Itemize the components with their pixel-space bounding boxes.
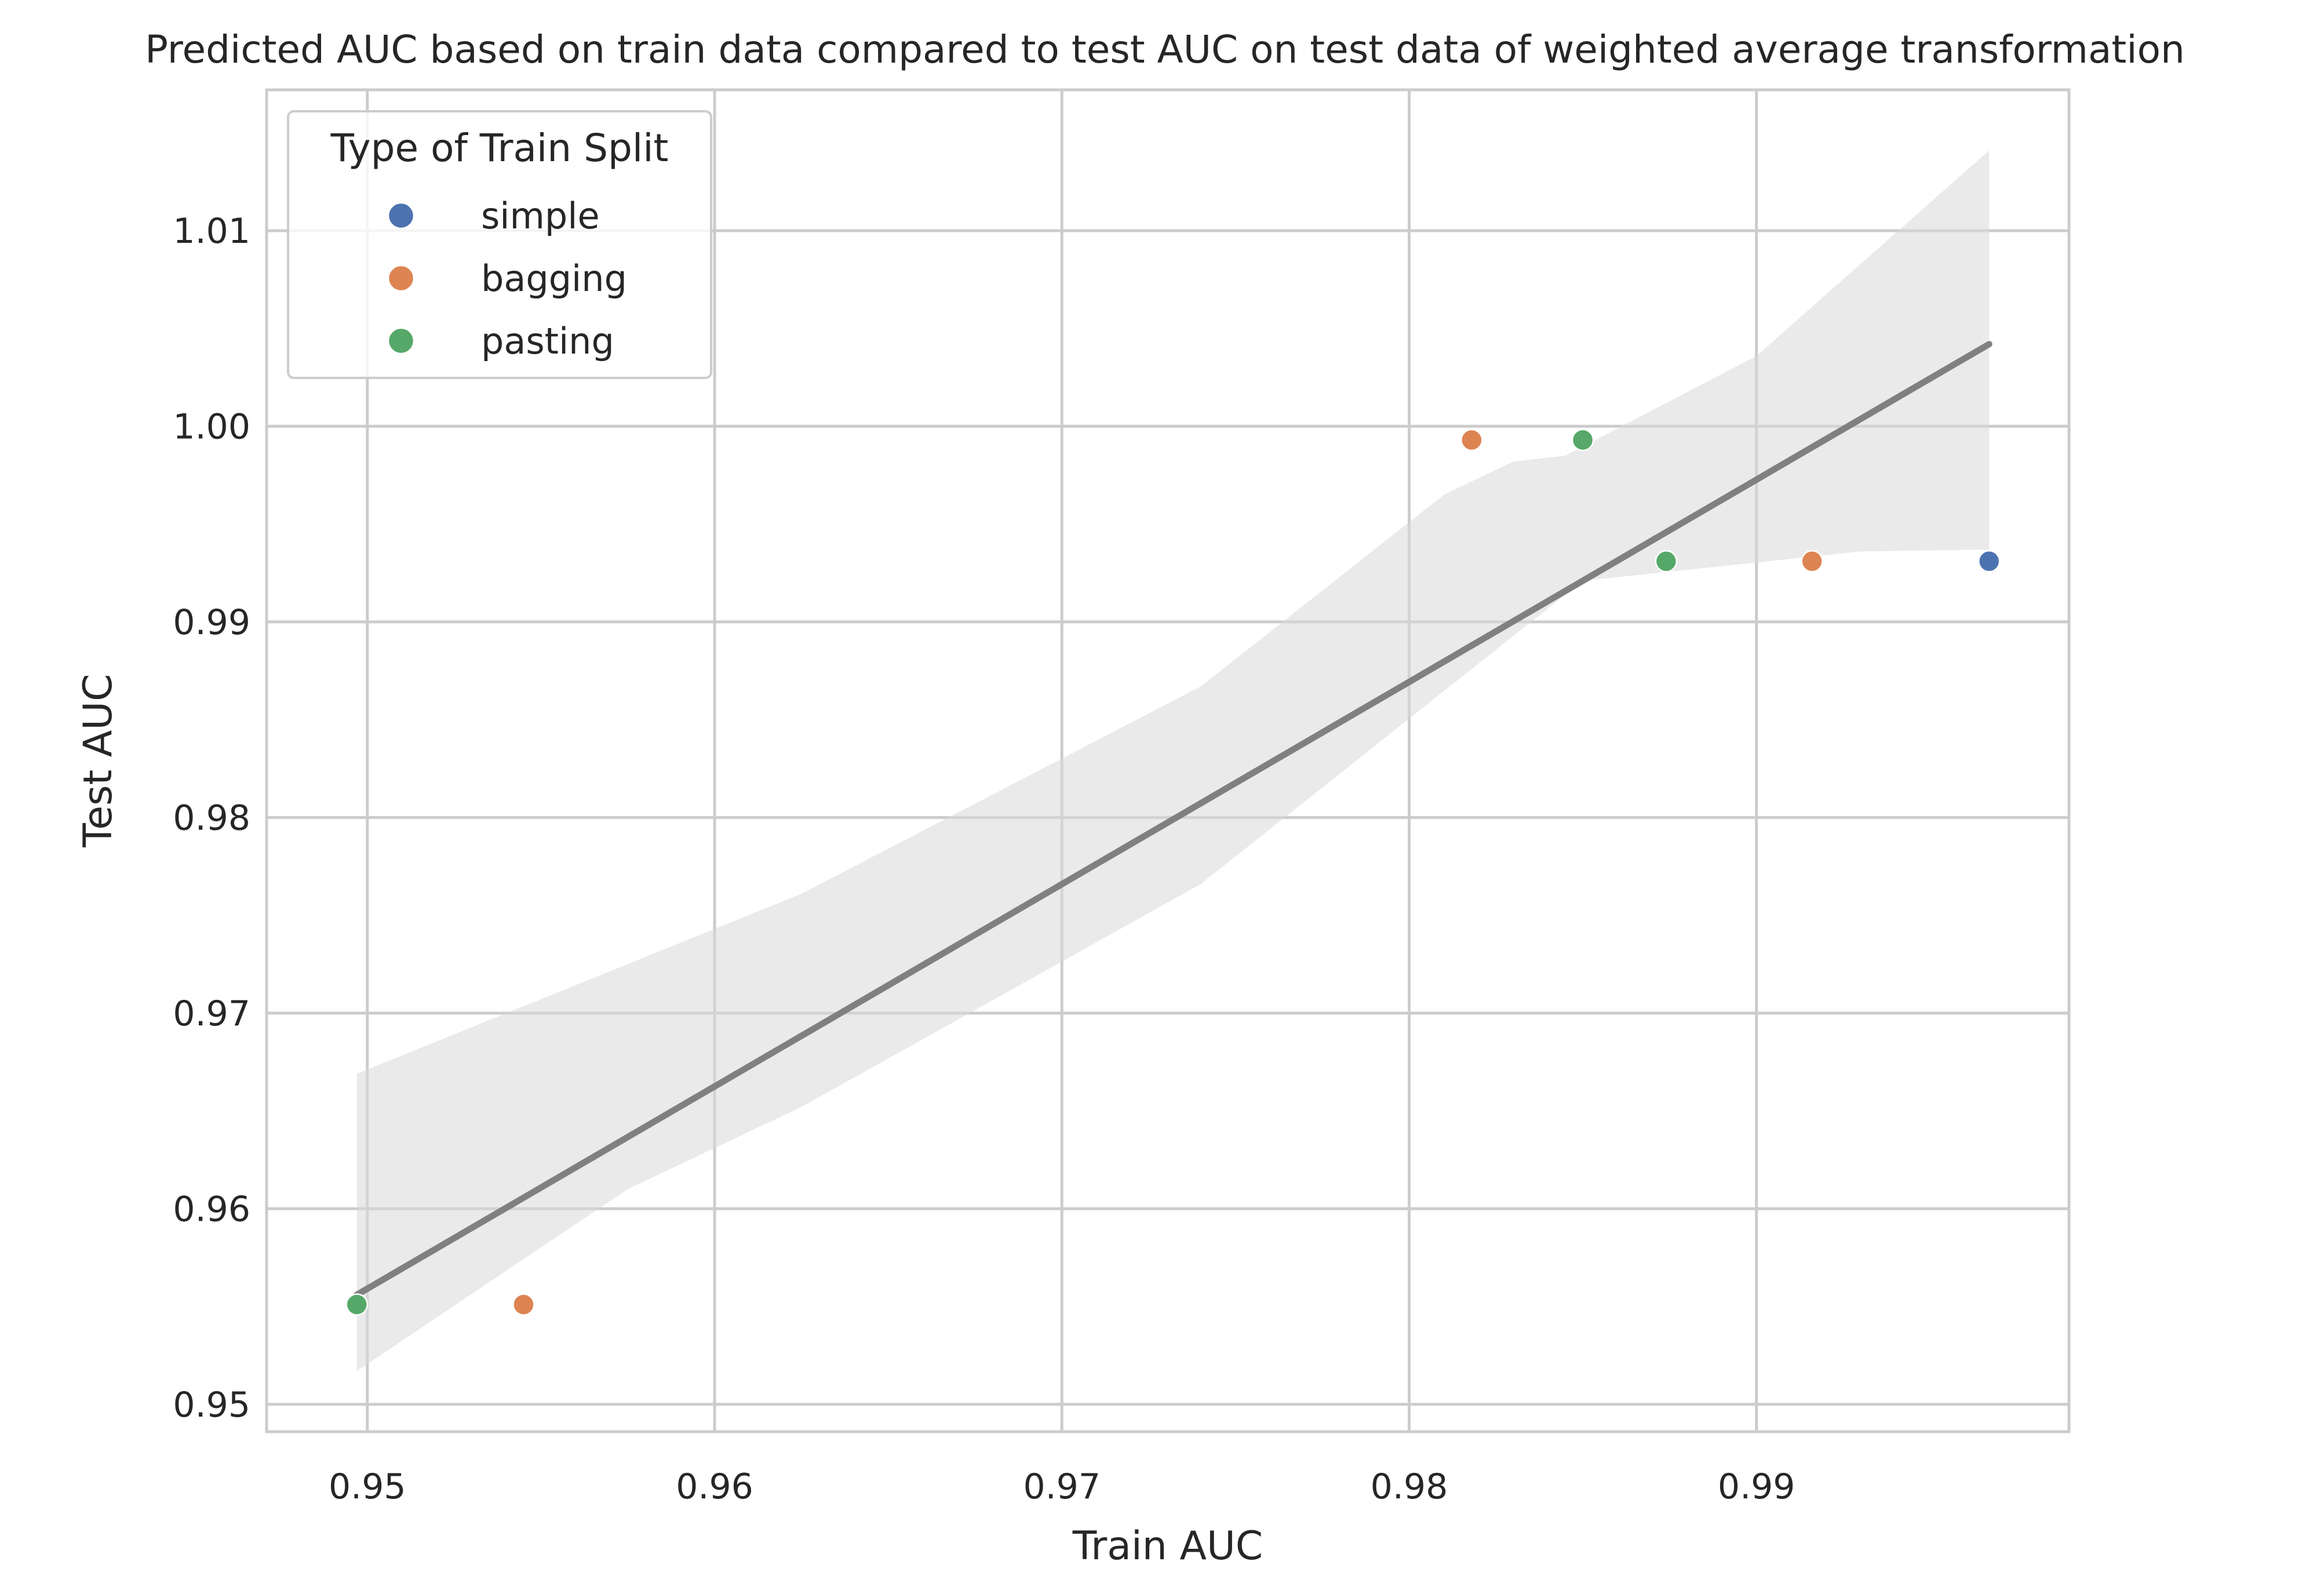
legend: Type of Train Split simple bagging pasting: [287, 110, 712, 379]
plot-frame: [265, 88, 2071, 1433]
confidence-band: [356, 150, 1990, 1371]
y-tick-label: 0.98: [173, 798, 250, 838]
x-tick-label: 0.98: [1371, 1466, 1448, 1507]
x-tick-labels: 0.95 0.96 0.97 0.98 0.99: [329, 1466, 1795, 1507]
x-tick-label: 0.95: [329, 1466, 406, 1507]
legend-label-simple: simple: [481, 195, 600, 237]
x-tick-label: 0.96: [676, 1466, 753, 1507]
legend-label-pasting: pasting: [481, 320, 614, 362]
legend-title: Type of Train Split: [330, 126, 669, 170]
legend-box: [287, 110, 712, 379]
y-tick-label: 0.99: [173, 602, 250, 643]
data-points: [345, 428, 2001, 1316]
y-tick-label: 1.00: [173, 406, 250, 447]
y-tick-labels: 0.95 0.96 0.97 0.98 0.99 1.00 1.01: [173, 211, 250, 1425]
legend-label-bagging: bagging: [481, 257, 627, 300]
y-tick-label: 0.95: [173, 1385, 250, 1425]
legend-marker-pasting: [387, 327, 415, 355]
point-pasting: [1655, 550, 1678, 573]
x-tick-label: 0.99: [1718, 1466, 1795, 1507]
y-tick-label: 0.96: [173, 1189, 250, 1229]
legend-marker-bagging: [387, 264, 415, 292]
chart-title: Predicted AUC based on train data compar…: [145, 27, 2185, 72]
point-bagging: [1460, 428, 1483, 452]
x-axis-label: Train AUC: [1072, 1523, 1263, 1569]
legend-items: simple bagging pasting: [387, 195, 627, 362]
point-pasting: [1571, 428, 1594, 452]
y-tick-label: 0.97: [173, 993, 250, 1034]
regression-line: [354, 341, 1992, 1298]
y-axis-label: Test AUC: [75, 674, 121, 847]
point-pasting: [345, 1293, 369, 1316]
point-bagging: [512, 1293, 535, 1316]
point-bagging: [1801, 550, 1823, 573]
x-tick-label: 0.97: [1023, 1466, 1101, 1507]
point-simple: [1977, 550, 2001, 573]
y-tick-label: 1.01: [173, 211, 250, 252]
legend-marker-simple: [387, 202, 415, 230]
